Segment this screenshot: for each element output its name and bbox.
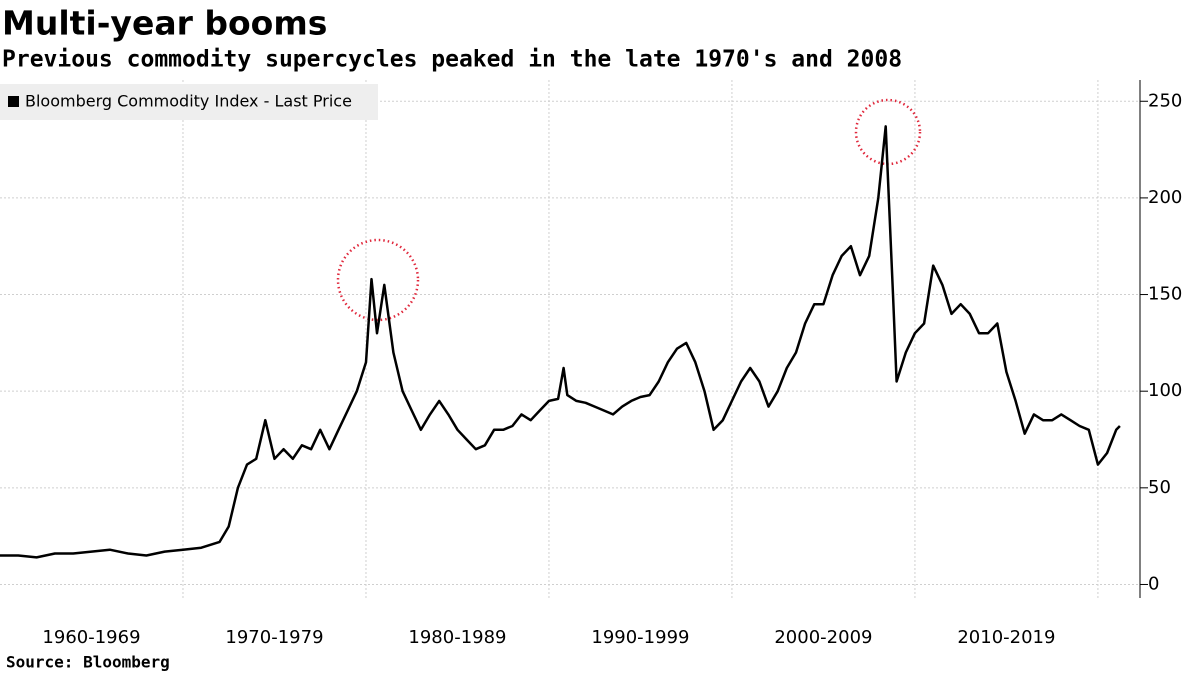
x-tick-label: 2010-2019 xyxy=(957,627,1055,648)
legend-swatch xyxy=(8,96,19,107)
x-tick-label: 2000-2009 xyxy=(774,627,872,648)
chart-title: Multi-year booms xyxy=(2,4,327,43)
x-tick-label: 1980-1989 xyxy=(408,627,506,648)
x-tick-label: 1990-1999 xyxy=(591,627,689,648)
y-tick-label: 200 xyxy=(1148,187,1182,208)
y-tick-label: 250 xyxy=(1148,90,1182,111)
x-tick-label: 1960-1969 xyxy=(42,627,140,648)
source: Source: Bloomberg xyxy=(6,653,170,672)
y-tick-label: 100 xyxy=(1148,380,1182,401)
line-series xyxy=(0,125,1121,559)
peak-highlight xyxy=(336,238,420,322)
chart-subtitle: Previous commodity supercycles peaked in… xyxy=(2,47,902,73)
legend-box xyxy=(0,84,378,120)
y-tick-label: 0 xyxy=(1148,573,1159,594)
grid xyxy=(0,80,1140,598)
x-tick-label: 1970-1979 xyxy=(225,627,323,648)
y-tick-label: 150 xyxy=(1148,284,1182,305)
y-tick-label: 50 xyxy=(1148,477,1171,498)
legend-label: Bloomberg Commodity Index - Last Price xyxy=(25,92,352,111)
